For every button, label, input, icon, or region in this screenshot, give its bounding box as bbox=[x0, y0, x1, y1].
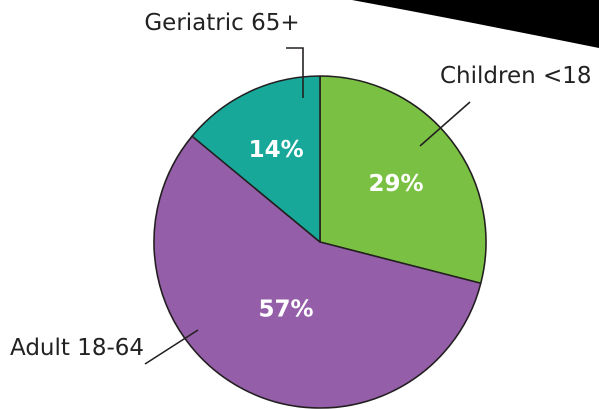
leader-line-adult-18-64 bbox=[144, 329, 199, 365]
pie-slices bbox=[153, 75, 487, 409]
category-label-geriatric-65: Geriatric 65+ bbox=[144, 10, 299, 36]
pie-slice-children-18 bbox=[319, 75, 487, 285]
leader-line-children-18 bbox=[419, 101, 471, 147]
pie-slice-adult-18-64 bbox=[153, 135, 482, 409]
pct-label-adult-18-64: 57% bbox=[259, 297, 314, 323]
leader-lines bbox=[144, 47, 471, 365]
leader-line-geriatric-65 bbox=[286, 47, 304, 98]
pie-slice-geriatric-65 bbox=[191, 75, 321, 243]
category-label-children-18: Children <18 bbox=[440, 63, 592, 89]
category-label-adult-18-64: Adult 18-64 bbox=[10, 335, 144, 361]
category-labels: Children <18 Adult 18-64 Geriatric 65+ bbox=[10, 10, 592, 361]
percentage-labels: 29% 57% 14% bbox=[249, 137, 424, 323]
pct-label-children-18: 29% bbox=[369, 171, 424, 197]
pct-label-geriatric-65: 14% bbox=[249, 137, 304, 163]
corner-swoosh-decoration bbox=[352, 0, 599, 48]
